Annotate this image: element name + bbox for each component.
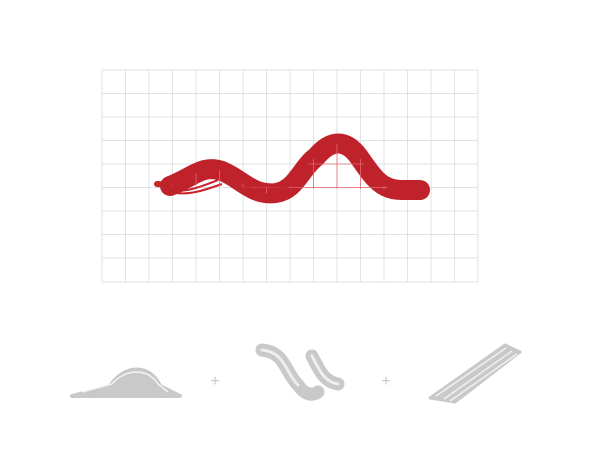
icon-s2: [305, 349, 345, 391]
icon-s-inner: [260, 348, 340, 387]
icon-bars: [428, 343, 522, 404]
icon-bars-lines: [435, 347, 518, 402]
icons: + +: [70, 343, 522, 404]
icon-hump-line: [81, 371, 169, 393]
plus: +: [381, 373, 390, 390]
plus: +: [210, 373, 219, 390]
